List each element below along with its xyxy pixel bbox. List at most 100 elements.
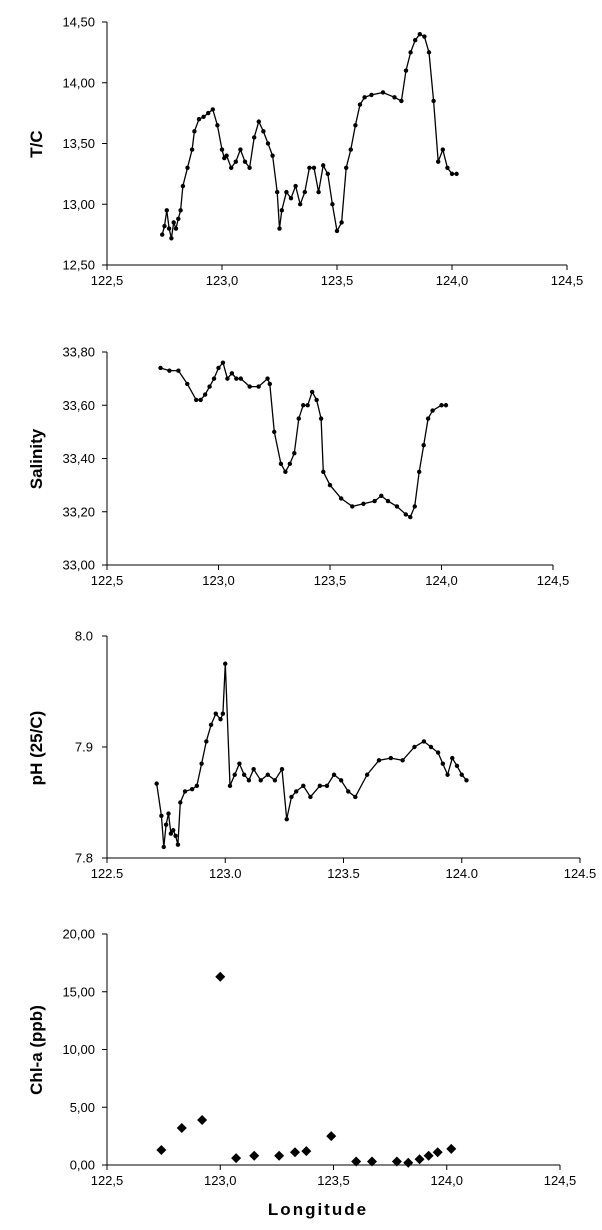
data-point xyxy=(308,794,313,800)
data-point xyxy=(173,226,179,231)
data-point xyxy=(294,789,299,794)
data-point xyxy=(169,236,174,241)
data-point xyxy=(238,147,243,152)
data-point xyxy=(159,813,164,819)
series-line-3 xyxy=(156,663,467,847)
y-tick-label: 7.8 xyxy=(75,851,93,866)
data-point xyxy=(215,971,226,982)
data-point xyxy=(224,153,229,158)
data-point xyxy=(372,498,377,504)
data-point xyxy=(289,794,294,800)
data-point xyxy=(194,783,200,789)
x-tick-label: 124.0 xyxy=(445,866,478,881)
data-point xyxy=(454,763,460,769)
data-point xyxy=(289,1147,300,1158)
y-tick-label: 15,00 xyxy=(62,984,95,999)
data-point xyxy=(258,778,263,783)
data-point xyxy=(256,384,261,389)
y-axis-title: T/C xyxy=(27,130,46,157)
data-point xyxy=(350,504,355,509)
data-point xyxy=(301,1146,312,1157)
y-tick-label: 12,50 xyxy=(62,258,95,273)
x-tick-label: 122,5 xyxy=(91,573,124,588)
data-point xyxy=(220,360,226,365)
data-point xyxy=(162,223,167,229)
data-point xyxy=(185,381,190,387)
data-point xyxy=(316,189,321,195)
data-point xyxy=(206,110,211,116)
data-point xyxy=(279,208,284,213)
data-point xyxy=(277,226,282,231)
data-point xyxy=(211,376,217,381)
x-tick-label: 123,5 xyxy=(314,573,347,588)
panel-4: 0,00 5,00 10,00 15,00 20,00 122,5 123,0 123,5 12… xyxy=(27,927,576,1220)
data-point xyxy=(284,816,289,822)
data-point xyxy=(197,1114,208,1125)
data-point xyxy=(232,772,237,777)
data-point xyxy=(227,783,233,789)
data-point xyxy=(380,90,386,95)
data-point xyxy=(414,1154,425,1165)
data-point xyxy=(247,384,252,389)
data-point xyxy=(272,778,278,783)
data-point xyxy=(219,147,225,152)
data-point xyxy=(160,232,165,237)
data-point xyxy=(317,783,323,789)
data-point xyxy=(180,183,186,189)
data-point xyxy=(171,828,176,833)
data-point xyxy=(176,368,181,373)
data-point xyxy=(392,95,397,100)
data-point xyxy=(158,365,163,371)
y-axis-title: pH (25/C) xyxy=(27,711,46,786)
data-point xyxy=(385,498,391,504)
data-point xyxy=(247,165,252,170)
data-point xyxy=(318,416,324,421)
data-point xyxy=(199,761,204,766)
data-point xyxy=(175,842,181,847)
x-tick-label: 122,5 xyxy=(91,1173,124,1188)
y-tick-label: 8.0 xyxy=(75,629,93,644)
y-tick-label: 20,00 xyxy=(62,927,95,942)
data-point xyxy=(296,416,301,421)
x-tick-label: 124,0 xyxy=(436,273,469,288)
data-point xyxy=(403,512,409,517)
data-point xyxy=(167,368,172,373)
data-point xyxy=(338,496,344,501)
data-point xyxy=(431,98,436,104)
data-point xyxy=(353,123,358,128)
data-point xyxy=(171,220,176,225)
data-point xyxy=(278,461,284,467)
data-point xyxy=(325,171,330,177)
data-point xyxy=(311,165,317,170)
data-point xyxy=(292,450,297,456)
y-axis-title: Chl-a (ppb) xyxy=(27,1005,46,1095)
data-point xyxy=(166,811,171,816)
data-point xyxy=(331,772,337,777)
data-point xyxy=(274,1150,285,1161)
data-point xyxy=(353,794,358,800)
x-tick-label: 124,0 xyxy=(425,573,458,588)
data-point xyxy=(400,758,405,763)
data-point xyxy=(422,34,427,39)
data-point xyxy=(252,135,257,140)
data-point xyxy=(229,371,235,376)
data-point xyxy=(394,504,400,509)
data-point xyxy=(302,189,307,195)
data-point xyxy=(279,767,285,772)
data-point xyxy=(364,772,370,777)
data-point xyxy=(339,220,344,225)
data-point xyxy=(216,365,221,371)
data-point xyxy=(288,195,294,201)
data-point xyxy=(283,469,288,475)
data-point xyxy=(454,171,459,177)
data-point xyxy=(435,750,441,755)
data-point xyxy=(443,403,449,408)
data-point xyxy=(213,711,218,716)
data-point xyxy=(399,98,404,104)
data-point xyxy=(176,216,181,222)
y-tick-label: 33,20 xyxy=(62,504,95,519)
data-point xyxy=(166,226,172,231)
data-point xyxy=(388,755,393,761)
data-point xyxy=(324,783,330,789)
